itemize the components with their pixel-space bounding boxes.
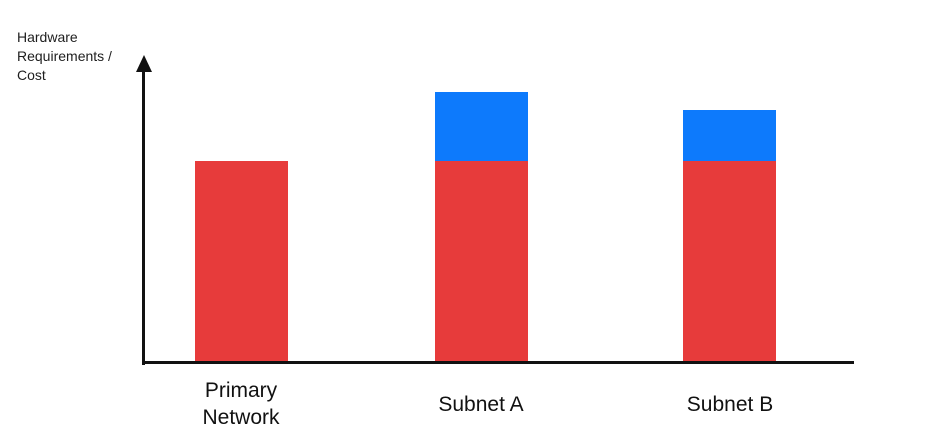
bar-segment-blue — [683, 110, 776, 161]
y-axis-arrow-icon — [136, 55, 152, 72]
x-axis-line — [142, 361, 854, 364]
bar-segment-red — [195, 161, 288, 364]
x-axis-label-primary-network: Primary Network — [176, 374, 306, 434]
bar-segment-red — [435, 161, 528, 364]
bar-segment-red — [683, 161, 776, 364]
bar-primary-network — [195, 161, 288, 364]
x-axis-label-text: Subnet A — [438, 392, 524, 416]
x-axis-label-subnet-a: Subnet A — [416, 374, 546, 434]
x-axis-label-text: Subnet B — [686, 392, 774, 416]
x-axis-label-text: Primary Network — [202, 379, 280, 429]
bar-segment-blue — [435, 92, 528, 161]
bar-subnet-b — [683, 110, 776, 364]
y-axis-label: Hardware Requirements / Cost — [17, 29, 112, 83]
y-axis-line — [142, 66, 145, 365]
x-axis-label-subnet-b: Subnet B — [665, 374, 795, 434]
bar-subnet-a — [435, 92, 528, 364]
